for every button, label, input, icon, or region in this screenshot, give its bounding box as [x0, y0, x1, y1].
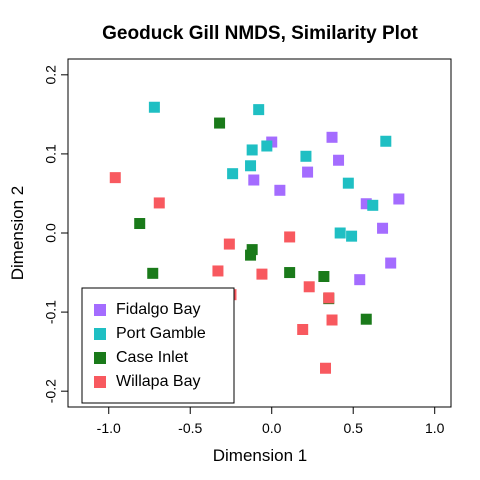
legend-swatch	[94, 376, 106, 388]
data-point	[300, 150, 312, 162]
data-point	[223, 238, 235, 250]
x-axis: -1.0 -0.5 0.0 0.5 1.0	[97, 406, 445, 436]
y-axis: -0.2 -0.1 0.0 0.1 0.2	[43, 65, 69, 403]
data-point	[246, 144, 258, 156]
data-point	[380, 135, 392, 147]
data-point	[212, 265, 224, 277]
legend-label: Case Inlet	[116, 349, 189, 366]
data-point	[297, 323, 309, 335]
data-point	[354, 274, 366, 286]
x-tick-label: 1.0	[425, 420, 445, 436]
data-point	[253, 104, 265, 116]
legend-label: Willapa Bay	[116, 373, 200, 390]
data-point	[367, 199, 379, 211]
legend-swatch	[94, 352, 106, 364]
data-point	[333, 154, 345, 166]
x-tick-label: 0.5	[343, 420, 363, 436]
y-tick-label: -0.1	[43, 300, 59, 324]
data-point	[385, 257, 397, 269]
data-point	[320, 362, 332, 374]
data-point	[323, 292, 335, 304]
data-point	[284, 267, 296, 279]
y-tick-label: 0.0	[43, 223, 59, 243]
data-point	[393, 193, 405, 205]
data-point	[326, 131, 338, 143]
data-point	[147, 267, 159, 279]
legend-swatch	[94, 328, 106, 340]
data-point	[334, 227, 346, 239]
data-point	[248, 174, 260, 186]
y-axis-label: Dimension 2	[8, 186, 27, 281]
data-point	[153, 197, 165, 209]
legend-label: Port Gamble	[116, 325, 206, 342]
data-point	[326, 314, 338, 326]
y-tick-label: -0.2	[43, 379, 59, 403]
data-point	[360, 198, 372, 210]
data-point	[342, 177, 354, 189]
data-point	[109, 172, 121, 184]
x-tick-label: -0.5	[178, 420, 202, 436]
data-point	[245, 249, 257, 261]
data-points	[109, 101, 405, 374]
data-point	[214, 117, 226, 129]
data-point	[303, 281, 315, 293]
legend-swatch	[94, 304, 106, 316]
y-tick-label: 0.2	[43, 65, 59, 85]
data-point	[134, 218, 146, 230]
legend: Fidalgo Bay Port Gamble Case Inlet Willapa …	[81, 287, 235, 404]
data-point	[274, 184, 286, 196]
data-point	[318, 271, 330, 282]
data-point	[261, 140, 273, 152]
legend-box	[81, 287, 235, 404]
data-point	[377, 222, 389, 234]
data-point	[148, 101, 160, 113]
data-point	[246, 244, 258, 256]
data-point	[360, 313, 372, 325]
data-point	[284, 231, 296, 243]
data-point	[346, 230, 358, 242]
data-point	[302, 166, 314, 178]
x-tick-label: 0.0	[262, 420, 282, 436]
data-point	[245, 160, 257, 172]
legend-label: Fidalgo Bay	[116, 301, 201, 318]
data-point	[256, 268, 268, 280]
x-axis-label: Dimension 1	[213, 446, 308, 465]
y-tick-label: 0.1	[43, 144, 59, 164]
x-tick-label: -1.0	[97, 420, 121, 436]
data-point	[227, 168, 239, 180]
chart-title: Geoduck Gill NMDS, Similarity Plot	[102, 23, 418, 44]
